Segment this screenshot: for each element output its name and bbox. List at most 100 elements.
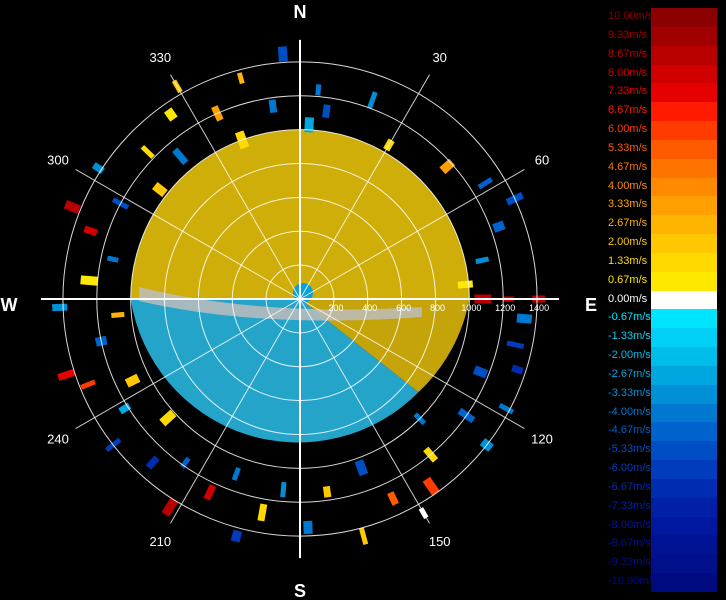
range-gate: [304, 117, 315, 133]
range-gate: [140, 144, 155, 159]
legend-swatch: [651, 26, 717, 46]
legend-swatch: [651, 365, 717, 385]
range-gate: [172, 147, 189, 166]
legend-entry: 1.33m/s: [605, 252, 717, 272]
legend-label: 0.67m/s: [608, 273, 648, 286]
legend-swatch: [651, 121, 717, 141]
range-gate: [159, 409, 177, 427]
legend-swatch: [651, 478, 717, 498]
legend-label: 8.67m/s: [608, 47, 648, 60]
legend-entry: -3.33m/s: [605, 384, 717, 404]
range-gate: [124, 373, 141, 388]
range-gate: [422, 476, 440, 496]
legend-swatch: [651, 516, 717, 536]
azimuth-spoke: [75, 298, 301, 429]
legend-entry: -8.00m/s: [605, 516, 717, 536]
legend-label: -9.33m/s: [608, 556, 651, 569]
azimuth-spoke: [299, 298, 430, 524]
azimuth-spoke: [170, 298, 301, 524]
legend-label: -7.33m/s: [608, 499, 651, 512]
range-gate: [118, 402, 132, 415]
range-gate: [367, 91, 378, 109]
legend-entry: 8.67m/s: [605, 45, 717, 65]
range-gate: [498, 402, 515, 415]
legend-swatch: [651, 177, 717, 197]
range-gate: [180, 456, 191, 469]
legend-entry: 10.00m/s: [605, 8, 717, 27]
range-label: 1200: [495, 303, 515, 313]
range-label: 400: [362, 303, 377, 313]
legend-swatch: [651, 535, 717, 555]
range-gate: [322, 104, 331, 119]
range-gate: [163, 107, 178, 122]
range-gate: [516, 313, 533, 324]
legend-label: -4.67m/s: [608, 424, 651, 437]
legend-swatch: [651, 158, 717, 178]
legend-label: 6.67m/s: [608, 104, 648, 117]
range-label: 1400: [529, 303, 549, 313]
range-gate: [106, 255, 119, 263]
range-gate: [161, 497, 179, 517]
legend-swatch: [651, 252, 717, 272]
legend-label: -2.67m/s: [608, 367, 651, 380]
azimuth-spoke: [299, 74, 430, 300]
azimuth-label: 240: [47, 432, 69, 447]
polar-labels: N E S W 30 60 120 150 210 240 300 330 200 400 600 800 10…: [1, 2, 598, 600]
legend-entry: 3.33m/s: [605, 196, 717, 216]
legend-label: 8.00m/s: [608, 66, 648, 79]
legend-swatch: [651, 8, 717, 27]
polar-grid: [40, 39, 560, 559]
range-gate: [63, 200, 81, 215]
azimuth-label: 60: [535, 152, 549, 167]
legend-label: 7.33m/s: [608, 85, 648, 98]
range-gate: [57, 368, 76, 381]
echo-zero-band: [139, 287, 422, 321]
legend-entry: -5.33m/s: [605, 441, 717, 461]
legend-swatch: [651, 139, 717, 159]
legend-swatch: [651, 290, 717, 310]
legend-entry: -4.00m/s: [605, 403, 717, 423]
legend-entry: 7.33m/s: [605, 83, 717, 103]
legend-entry: -8.67m/s: [605, 535, 717, 555]
range-gate: [457, 280, 474, 289]
legend-label: 4.67m/s: [608, 160, 648, 173]
legend-entry: 8.00m/s: [605, 64, 717, 84]
legend-swatch: [651, 347, 717, 367]
legend-swatch: [651, 234, 717, 254]
legend-swatch: [651, 573, 717, 593]
range-gate: [145, 455, 160, 470]
range-gate: [475, 256, 490, 265]
azimuth-spoke: [299, 298, 525, 429]
range-gate: [477, 177, 493, 190]
legend-entry: -2.67m/s: [605, 365, 717, 385]
azimuth-label: 330: [149, 50, 171, 65]
compass-south: S: [294, 581, 306, 600]
legend-swatch: [651, 83, 717, 103]
legend-label: -5.33m/s: [608, 443, 651, 456]
legend-entry: -1.33m/s: [605, 328, 717, 348]
range-gate: [322, 485, 332, 498]
legend-label: 6.00m/s: [608, 123, 648, 136]
range-gate: [439, 158, 456, 175]
legend-label: -8.00m/s: [608, 518, 651, 531]
legend-label: -4.00m/s: [608, 405, 651, 418]
azimuth-spoke: [75, 169, 301, 300]
range-gate: [358, 527, 369, 546]
legend-swatch: [651, 403, 717, 423]
legend-swatch: [651, 215, 717, 235]
legend-entry: 6.67m/s: [605, 102, 717, 122]
legend-entry: -6.00m/s: [605, 460, 717, 480]
range-gate: [277, 46, 288, 62]
legend-swatch: [651, 102, 717, 122]
range-label: 800: [430, 303, 445, 313]
range-gate: [280, 481, 287, 498]
legend-label: 9.33m/s: [608, 28, 648, 41]
legend-entry: -4.67m/s: [605, 422, 717, 442]
legend-entry: 4.67m/s: [605, 158, 717, 178]
range-label: 1000: [461, 303, 481, 313]
legend-swatch: [651, 384, 717, 404]
range-gate: [511, 364, 524, 375]
legend-label: -0.67m/s: [608, 311, 651, 324]
azimuth-label: 150: [429, 534, 451, 549]
legend-swatch: [651, 422, 717, 442]
